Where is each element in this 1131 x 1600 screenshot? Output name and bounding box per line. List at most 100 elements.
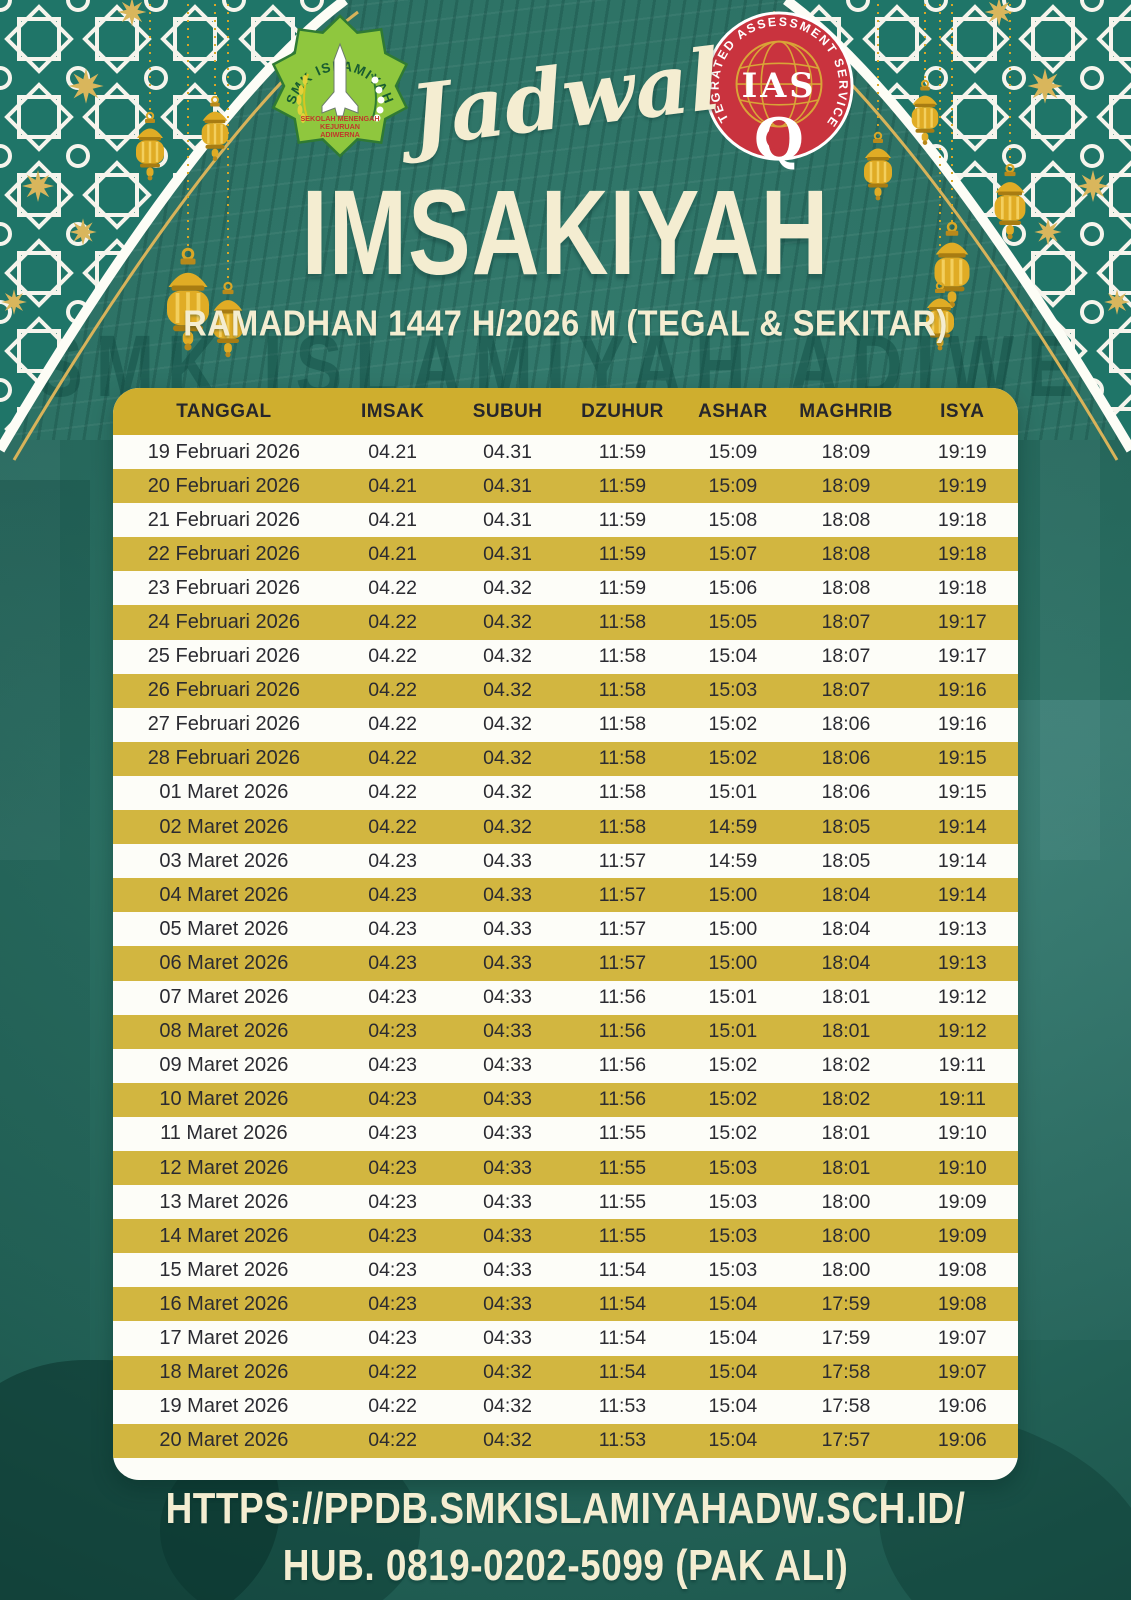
time-cell: 18:00 bbox=[821, 1224, 871, 1247]
time-cell: 11:57 bbox=[598, 849, 647, 872]
time-cell: 18:08 bbox=[821, 542, 871, 565]
time-cell: 11:53 bbox=[598, 1395, 647, 1418]
time-cell: 19:17 bbox=[937, 645, 987, 668]
time-cell: 04.33 bbox=[483, 849, 532, 872]
time-cell: 04.22 bbox=[368, 781, 418, 804]
time-cell: 04.32 bbox=[483, 645, 532, 668]
time-cell: 04.32 bbox=[483, 679, 532, 702]
time-cell: 17:59 bbox=[821, 1326, 871, 1349]
date-cell: 07 Maret 2026 bbox=[159, 986, 289, 1009]
time-cell: 15:01 bbox=[708, 781, 758, 804]
time-cell: 19:14 bbox=[937, 815, 987, 838]
time-cell: 19:12 bbox=[937, 986, 987, 1009]
time-cell: 18:04 bbox=[821, 917, 871, 940]
time-cell: 04.23 bbox=[368, 883, 418, 906]
time-cell: 04.33 bbox=[483, 951, 532, 974]
time-cell: 04.31 bbox=[483, 508, 532, 531]
time-cell: 11:54 bbox=[598, 1361, 647, 1384]
time-cell: 18:01 bbox=[821, 986, 871, 1009]
time-cell: 15:09 bbox=[708, 474, 758, 497]
table-row: 28 Februari 2026 04.22 04.32 11:58 15:02 18:0… bbox=[113, 741, 1018, 776]
time-cell: 11:56 bbox=[598, 1054, 647, 1077]
time-cell: 04:33 bbox=[483, 1088, 532, 1111]
time-cell: 04.32 bbox=[483, 815, 532, 838]
time-cell: 15:01 bbox=[708, 1020, 758, 1043]
table-row: 22 Februari 2026 04.21 04.31 11:59 15:07 18:0… bbox=[113, 537, 1018, 572]
table-row: 07 Maret 2026 04:23 04:33 11:56 15:01 18:01 19… bbox=[113, 981, 1018, 1015]
time-cell: 04.33 bbox=[483, 917, 532, 940]
time-cell: 11:55 bbox=[598, 1122, 647, 1145]
time-cell: 17:57 bbox=[821, 1429, 871, 1452]
time-cell: 11:58 bbox=[598, 713, 647, 736]
time-cell: 04:23 bbox=[368, 986, 418, 1009]
time-cell: 04.21 bbox=[368, 440, 418, 463]
time-cell: 04:23 bbox=[368, 1054, 418, 1077]
table-row: 13 Maret 2026 04:23 04:33 11:55 15:03 18:00 19… bbox=[113, 1185, 1018, 1219]
time-cell: 18:05 bbox=[821, 849, 871, 872]
time-cell: 19:13 bbox=[937, 917, 987, 940]
time-cell: 11:55 bbox=[598, 1156, 647, 1179]
time-cell: 18:01 bbox=[821, 1156, 871, 1179]
time-cell: 19:09 bbox=[937, 1190, 987, 1213]
time-cell: 15:00 bbox=[708, 951, 758, 974]
table-row: 23 Februari 2026 04.22 04.32 11:59 15:06 18:0… bbox=[113, 571, 1018, 605]
time-cell: 15:03 bbox=[708, 1190, 758, 1213]
time-cell: 04.22 bbox=[368, 645, 418, 668]
date-cell: 12 Maret 2026 bbox=[159, 1156, 289, 1179]
time-cell: 04:23 bbox=[368, 1292, 418, 1315]
time-cell: 18:01 bbox=[821, 1020, 871, 1043]
time-cell: 04.22 bbox=[368, 679, 418, 702]
time-cell: 18:07 bbox=[821, 679, 871, 702]
time-cell: 18:08 bbox=[821, 508, 871, 531]
date-cell: 06 Maret 2026 bbox=[159, 951, 289, 974]
time-cell: 11:59 bbox=[598, 576, 647, 599]
subtitle: RAMADHAN 1447 H/2026 M (TEGAL & SEKITAR) bbox=[183, 302, 948, 344]
building-shadow-strip bbox=[0, 480, 90, 1380]
time-cell: 19:08 bbox=[937, 1258, 987, 1281]
time-cell: 18:08 bbox=[821, 576, 871, 599]
time-cell: 04.23 bbox=[368, 951, 418, 974]
time-cell: 04.21 bbox=[368, 542, 418, 565]
cotton-icon bbox=[371, 73, 385, 122]
table-row: 27 Februari 2026 04.22 04.32 11:58 15:02 18:0… bbox=[113, 708, 1018, 742]
time-cell: 04.21 bbox=[368, 508, 418, 531]
time-cell: 18:06 bbox=[821, 713, 871, 736]
time-cell: 11:58 bbox=[598, 781, 647, 804]
table-row: 02 Maret 2026 04.22 04.32 11:58 14:59 18:05 19… bbox=[113, 810, 1018, 845]
time-cell: 11:54 bbox=[598, 1258, 647, 1281]
footer: HTTPS://PPDB.SMKISLAMIYAHADW.SCH.ID/ HUB… bbox=[0, 1484, 1131, 1589]
table-row: 05 Maret 2026 04.23 04.33 11:57 15:00 18:04 19… bbox=[113, 912, 1018, 946]
table-row: 24 Februari 2026 04.22 04.32 11:58 15:05 18:0… bbox=[113, 605, 1018, 640]
table-row: 25 Februari 2026 04.22 04.32 11:58 15:04 18:0… bbox=[113, 640, 1018, 674]
column-header-ashar: ASHAR bbox=[698, 400, 768, 422]
time-cell: 04:33 bbox=[483, 1258, 532, 1281]
time-cell: 19:06 bbox=[937, 1429, 987, 1452]
time-cell: 04.22 bbox=[368, 713, 418, 736]
table-header: TANGGAL IMSAK SUBUH DZUHUR ASHAR MAGHRIB… bbox=[113, 388, 1018, 435]
time-cell: 04.32 bbox=[483, 781, 532, 804]
date-cell: 23 Februari 2026 bbox=[147, 576, 301, 599]
website-text: HTTPS://PPDB.SMKISLAMIYAHADW.SCH.ID/ bbox=[165, 1484, 966, 1533]
time-cell: 15:04 bbox=[708, 1429, 758, 1452]
table-row: 03 Maret 2026 04.23 04.33 11:57 14:59 18:05 19… bbox=[113, 844, 1018, 878]
time-cell: 15:01 bbox=[708, 986, 758, 1009]
time-cell: 04.22 bbox=[368, 815, 418, 838]
time-cell: 19:13 bbox=[937, 951, 987, 974]
time-cell: 04.32 bbox=[483, 611, 532, 634]
time-cell: 19:15 bbox=[937, 781, 987, 804]
time-cell: 04.31 bbox=[483, 440, 532, 463]
time-cell: 04:23 bbox=[368, 1156, 418, 1179]
table-row: 15 Maret 2026 04:23 04:33 11:54 15:03 18:00 19… bbox=[113, 1253, 1018, 1287]
time-cell: 04.33 bbox=[483, 883, 532, 906]
time-cell: 19:18 bbox=[937, 576, 987, 599]
time-cell: 18:01 bbox=[821, 1122, 871, 1145]
table-row: 09 Maret 2026 04:23 04:33 11:56 15:02 18:02 19… bbox=[113, 1049, 1018, 1083]
table-row: 19 Maret 2026 04:22 04:32 11:53 15:04 17:58 19… bbox=[113, 1390, 1018, 1424]
time-cell: 11:58 bbox=[598, 611, 647, 634]
time-cell: 11:57 bbox=[598, 883, 647, 906]
prayer-table: TANGGAL IMSAK SUBUH DZUHUR ASHAR MAGHRIB… bbox=[113, 388, 1018, 1480]
prayer-table-rows: 19 Februari 2026 04.21 04.31 11:59 15:09 18:0… bbox=[113, 435, 1018, 1458]
time-cell: 11:54 bbox=[598, 1292, 647, 1315]
date-cell: 08 Maret 2026 bbox=[159, 1020, 289, 1043]
